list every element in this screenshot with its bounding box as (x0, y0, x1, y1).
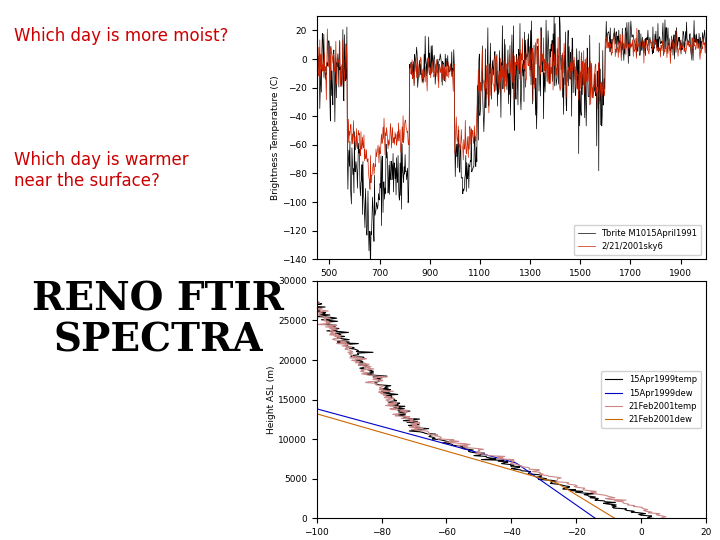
15Apr1999dew (195, 374, 204, 380)
Y-axis label: Brightness Temperature (C): Brightness Temperature (C) (271, 76, 279, 200)
15Apr1999temp (378, 375, 387, 381)
Tbrite M1015April1991 (478, 43, 487, 49)
Legend: Tbrite M1015April1991, 2/21/2001sky6: Tbrite M1015April1991, 2/21/2001sky6 (574, 225, 701, 255)
Tbrite M1015April1991 (408, 72, 416, 78)
Text: Which day is warmer
near the surface?: Which day is warmer near the surface? (14, 151, 189, 190)
15Apr1999temp (649, 515, 657, 522)
2/21/2001sky6 (408, 57, 416, 63)
21Feb2001dew (184, 374, 193, 380)
2/21/2001sky6 (478, 47, 487, 53)
21Feb2001temp (366, 370, 374, 376)
2/21/2001sky6 (677, 37, 685, 43)
Y-axis label: Height ASL (m): Height ASL (m) (266, 366, 276, 434)
15Apr1999temp (644, 515, 652, 521)
2/21/2001sky6 (312, 49, 321, 55)
21Feb2001dew (609, 515, 618, 521)
2/21/2001sky6 (366, 186, 374, 193)
Line: 15Apr1999temp: 15Apr1999temp (295, 281, 653, 518)
Tbrite M1015April1991 (672, 24, 681, 31)
15Apr1999dew (590, 515, 598, 521)
Line: 15Apr1999dew: 15Apr1999dew (0, 281, 595, 518)
Line: 2/21/2001sky6: 2/21/2001sky6 (317, 28, 708, 190)
Tbrite M1015April1991 (417, 72, 426, 78)
15Apr1999temp (294, 278, 303, 284)
Text: RENO FTIR
SPECTRA: RENO FTIR SPECTRA (32, 281, 284, 360)
2/21/2001sky6 (680, 47, 689, 53)
Tbrite M1015April1991 (703, 44, 712, 50)
Line: Tbrite M1015April1991: Tbrite M1015April1991 (317, 15, 708, 276)
Text: Which day is more moist?: Which day is more moist? (14, 27, 229, 45)
Tbrite M1015April1991 (550, 11, 559, 18)
2/21/2001sky6 (703, 52, 712, 58)
21Feb2001temp (315, 300, 324, 306)
Legend: 15Apr1999temp, 15Apr1999dew, 21Feb2001temp, 21Feb2001dew: 15Apr1999temp, 15Apr1999dew, 21Feb2001te… (601, 371, 701, 428)
2/21/2001sky6 (633, 25, 642, 31)
Line: 21Feb2001dew: 21Feb2001dew (0, 281, 615, 518)
21Feb2001dew (187, 375, 196, 381)
21Feb2001dew (171, 370, 179, 376)
Tbrite M1015April1991 (677, 51, 685, 57)
Tbrite M1015April1991 (312, 67, 321, 73)
21Feb2001dew (611, 515, 619, 522)
15Apr1999dew (591, 515, 600, 522)
21Feb2001temp (658, 515, 667, 522)
15Apr1999temp (369, 374, 377, 380)
Tbrite M1015April1991 (680, 48, 689, 55)
21Feb2001temp (657, 515, 666, 521)
21Feb2001temp (383, 374, 392, 380)
Line: 21Feb2001temp: 21Feb2001temp (290, 281, 666, 518)
15Apr1999dew (181, 370, 189, 376)
21Feb2001temp (291, 278, 300, 284)
Tbrite M1015April1991 (366, 273, 375, 280)
21Feb2001temp (325, 315, 334, 321)
15Apr1999dew (198, 375, 207, 381)
21Feb2001temp (370, 375, 379, 381)
15Apr1999temp (302, 300, 311, 306)
2/21/2001sky6 (672, 40, 681, 47)
15Apr1999temp (333, 315, 341, 321)
2/21/2001sky6 (417, 56, 426, 63)
15Apr1999temp (369, 370, 378, 376)
X-axis label: Wavenumber (cm⁻¹): Wavenumber (cm⁻¹) (462, 281, 561, 291)
